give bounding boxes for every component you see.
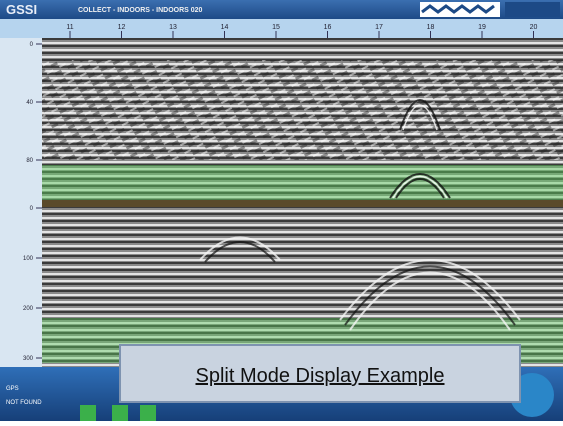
radar-top-band: [42, 165, 563, 200]
ruler-label: 13: [169, 24, 177, 31]
depth-label: 100: [23, 256, 34, 262]
logo: GSSI: [6, 2, 37, 17]
screen: GSSI COLLECT - INDOORS - INDOORS 020 11 1…: [0, 0, 563, 421]
ruler-label: 15: [272, 24, 280, 31]
ruler-label: 18: [427, 24, 435, 31]
status-line: GPS: [6, 386, 19, 392]
ruler-label: 17: [375, 24, 383, 31]
ruler-label: 14: [221, 24, 229, 31]
ruler-label: 19: [478, 24, 486, 31]
tool-button[interactable]: [112, 405, 128, 421]
status-line: NOT FOUND: [6, 400, 42, 406]
header-right: [505, 2, 560, 17]
split-separator: [42, 200, 563, 207]
caption: Split Mode Display Example: [196, 365, 445, 387]
depth-axis: [0, 38, 42, 368]
tool-button[interactable]: [140, 405, 156, 421]
page: GSSI COLLECT - INDOORS - INDOORS 020 11 1…: [0, 0, 563, 421]
ruler-label: 20: [530, 24, 538, 31]
ruler-label: 16: [324, 24, 332, 31]
ruler-label: 11: [66, 24, 73, 31]
depth-label: 80: [26, 158, 33, 164]
radar-top-texture: [42, 60, 563, 160]
ruler-label: 12: [118, 24, 126, 31]
header-title: COLLECT - INDOORS - INDOORS 020: [78, 7, 203, 14]
depth-label: 300: [23, 356, 34, 362]
depth-label: 200: [23, 306, 34, 312]
tool-button[interactable]: [80, 405, 96, 421]
depth-label: 40: [26, 100, 33, 106]
